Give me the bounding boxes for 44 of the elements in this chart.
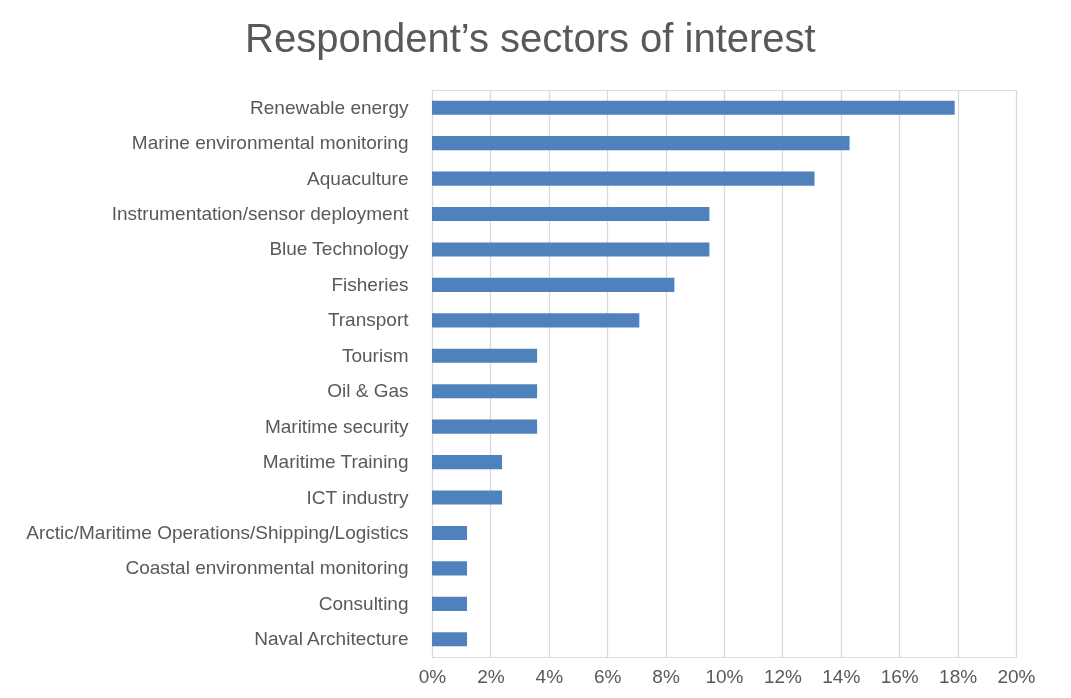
bar [432,419,538,434]
bar [432,348,538,363]
x-tick-label: 20% [997,665,1036,687]
chart-title: Respondent’s sectors of interest [245,16,816,60]
x-tick-label: 14% [822,665,861,687]
y-tick-label: Renewable energy [250,96,409,118]
y-tick-label: Blue Technology [269,238,409,260]
x-tick-label: 18% [939,665,978,687]
bar [432,632,468,647]
y-tick-label: Maritime security [264,415,409,437]
y-tick-label: Transport [327,309,410,331]
bar [432,313,640,328]
y-tick-label: Consulting [318,592,409,614]
y-tick-label: Tourism [341,344,409,366]
y-tick-label: Oil & Gas [327,380,409,402]
bar [432,242,710,257]
x-tick-label: 16% [880,665,919,687]
bar [432,136,850,151]
bar [432,455,503,470]
x-tick-label: 4% [535,665,564,687]
y-tick-label: Maritime Training [262,451,409,473]
bar [432,561,468,576]
y-tick-label: Arctic/Maritime Operations/Shipping/Logistics [26,521,409,543]
y-tick-label: Naval Architecture [254,628,409,650]
bar [432,490,503,505]
bar [432,100,955,115]
y-tick-label: Marine environmental monitoring [131,132,409,154]
x-tick-label: 2% [477,665,505,687]
x-tick-label: 6% [593,665,622,687]
y-tick-label: Coastal environmental monitoring [125,557,409,579]
bar [432,525,468,541]
y-tick-label: ICT industry [306,486,409,508]
y-tick-label: Fisheries [331,273,409,295]
y-tick-label: Aquaculture [307,167,409,189]
bar [432,277,675,292]
x-tick-label: 0% [418,665,447,687]
x-tick-label: 8% [652,665,680,687]
x-tick-label: 12% [763,665,803,687]
bar [432,596,468,611]
bar [432,384,538,399]
bar [432,206,710,222]
y-tick-label: Instrumentation/sensor deployment [111,203,410,225]
bar [432,171,815,186]
x-tick-label: 10% [705,665,744,687]
